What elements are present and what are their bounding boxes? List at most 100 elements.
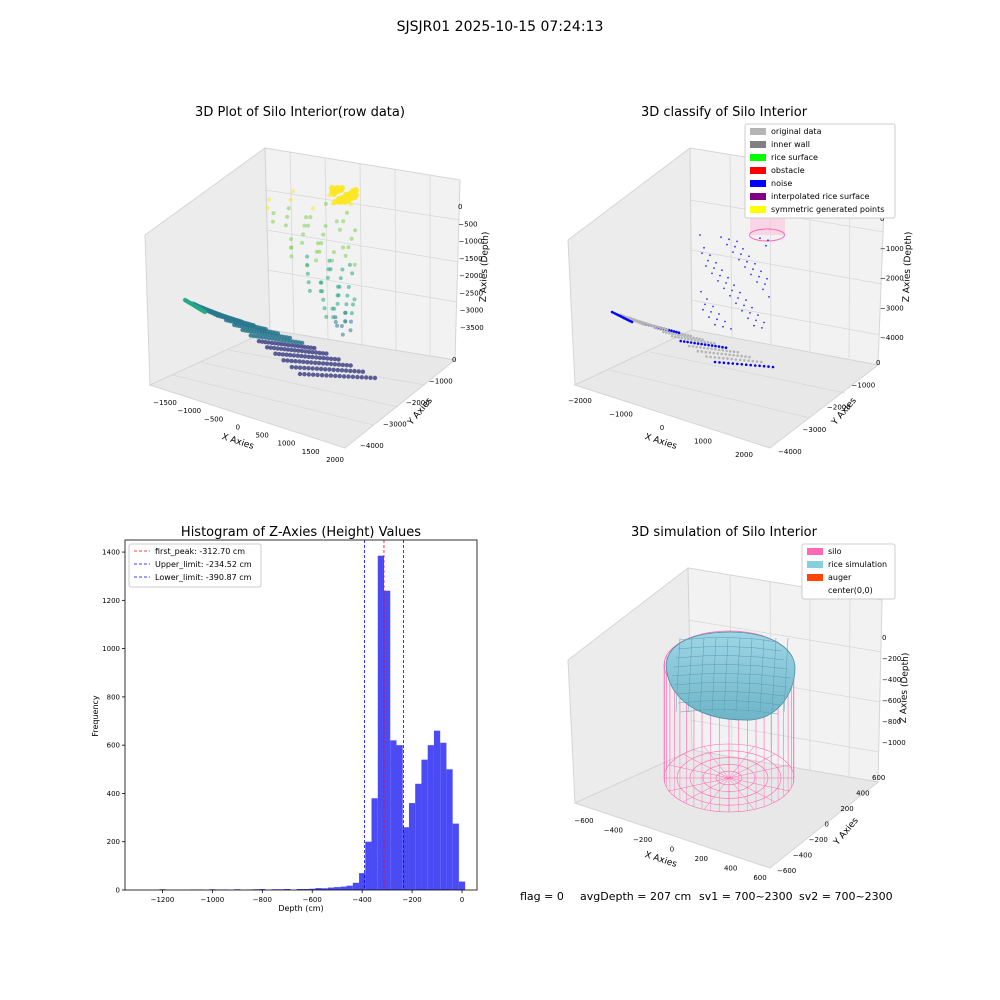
simulation-floor-pane	[573, 749, 880, 869]
raw-point-327	[302, 223, 307, 228]
histogram-legend-label-2: Lower_limit: -390.87 cm	[155, 573, 252, 582]
cls-xtick-2: 0	[660, 424, 664, 432]
raw-point-333	[335, 323, 340, 328]
classify-point-137	[703, 340, 706, 344]
histogram-panel: Histogram of Z-Axies (Height) Values −12…	[91, 525, 478, 913]
histogram-bar-31	[408, 803, 416, 890]
classify-point-228	[701, 252, 703, 255]
cls-ytick-1: −1000	[852, 381, 876, 389]
classify-point-46	[680, 336, 684, 340]
classify-point-7	[670, 335, 674, 338]
raw-y-tick-labels: 0 −1000 −2000 −3000 −4000	[360, 356, 456, 450]
raw-point-191	[317, 355, 323, 360]
classify-point-149	[695, 337, 698, 340]
raw-point-179	[346, 374, 351, 379]
raw-ytick-1: −1000	[429, 378, 453, 386]
classify-point-227	[704, 303, 706, 306]
sim-xtick-0: −600	[574, 817, 593, 825]
sim-ytick-1: 400	[856, 790, 869, 798]
cls-ztick-4: −4000	[880, 334, 904, 342]
raw-xtick-3: 0	[236, 423, 240, 431]
classify-point-90	[740, 363, 744, 366]
classify-point-171	[654, 325, 657, 329]
raw-point-321	[327, 258, 332, 263]
rice-mesh-line-14	[735, 637, 741, 713]
raw-point-357	[335, 301, 340, 306]
classify-legend-items-swatch-1	[750, 141, 766, 148]
raw-point-251	[332, 356, 338, 362]
classify-point-221	[722, 325, 724, 328]
raw-xtick-6: 1500	[302, 448, 320, 456]
histogram-bar-21	[346, 885, 353, 890]
classify-point-35	[695, 345, 698, 349]
raw-point-272	[323, 224, 328, 228]
raw-z-axis-label: Z Axies (Depth)	[479, 232, 491, 303]
raw-z-tick-labels: 0 −500 −1000 −1500 −2000 −2500 −3000 −3500	[458, 203, 484, 332]
raw-point-396	[331, 191, 337, 197]
raw-ztick-3: −1500	[459, 255, 483, 263]
rice-mesh-line-10	[687, 637, 693, 713]
raw-ztick-1: −500	[458, 220, 477, 228]
classify-point-85	[690, 338, 693, 341]
raw-point-258	[239, 319, 244, 324]
classify-point-132	[648, 323, 651, 327]
raw-floor-pane	[148, 329, 457, 449]
classify-point-177	[724, 346, 728, 350]
raw-point-293	[271, 219, 275, 224]
rice-mesh-line-2	[675, 655, 785, 661]
classify-point-103	[744, 363, 748, 367]
classify-point-203	[706, 298, 708, 300]
classify-grid-lines	[609, 154, 885, 419]
classify-point-182	[699, 234, 701, 236]
classify-point-219	[728, 238, 730, 241]
raw-point-236	[328, 356, 334, 361]
raw-panel-title: 3D Plot of Silo Interior(row data)	[195, 105, 405, 120]
classify-point-112	[707, 343, 710, 347]
raw-point-320	[333, 315, 338, 320]
raw-point-146	[306, 354, 311, 359]
classify-point-120	[656, 325, 660, 329]
raw-ytick-4: −4000	[360, 442, 384, 450]
flag-text: flag = 0	[520, 890, 564, 903]
raw-point-238	[352, 368, 357, 374]
raw-x-tick-labels: −1500−1000−500 0 500 1000 1500 2000	[153, 399, 344, 464]
sim-ytick-5: −400	[793, 852, 812, 860]
histogram-bar-22	[352, 882, 360, 890]
raw-point-237	[340, 362, 345, 368]
classify-legend-items-label-0: original data	[771, 127, 822, 136]
classify-point-165	[732, 350, 736, 354]
classify-point-139	[725, 349, 728, 353]
histogram-bar-27	[384, 590, 391, 890]
raw-point-255	[202, 309, 208, 315]
histogram-y-tick-label-3: 600	[107, 742, 120, 750]
classify-point-166	[744, 355, 747, 358]
raw-point-350	[314, 258, 319, 263]
classify-point-113	[717, 348, 721, 352]
histogram-bar-14	[302, 889, 310, 890]
classify-point-233	[756, 281, 758, 283]
classify-point-19	[665, 331, 668, 334]
classify-point-200	[715, 261, 717, 264]
raw-point-307	[332, 306, 337, 311]
classify-point-223	[716, 318, 718, 321]
raw-point-209	[355, 374, 360, 380]
figure-suptitle: SJSJR01 2025-10-15 07:24:13	[397, 19, 604, 35]
classify-legend: original data inner wall rice surface obsta…	[744, 123, 896, 219]
histogram-bar-28	[390, 740, 397, 890]
classify-point-217	[734, 245, 736, 248]
histogram-y-tick-label-4: 800	[107, 693, 120, 701]
raw-point-334	[326, 267, 331, 272]
raw-point-322	[341, 219, 346, 224]
classify-point-183	[766, 277, 768, 280]
raw-point-302	[344, 302, 349, 307]
classify-point-199	[718, 313, 720, 315]
raw-point-303	[289, 245, 294, 250]
raw-point-268	[360, 369, 366, 374]
rice-mesh-line-0	[679, 637, 779, 643]
classify-point-74	[706, 347, 710, 350]
raw-point-290	[289, 237, 294, 242]
sim-xtick-1: −400	[604, 827, 623, 835]
raw-point-134	[333, 373, 338, 379]
histogram-y-tick-label-6: 1200	[102, 597, 120, 605]
classify-point-189	[748, 255, 750, 258]
